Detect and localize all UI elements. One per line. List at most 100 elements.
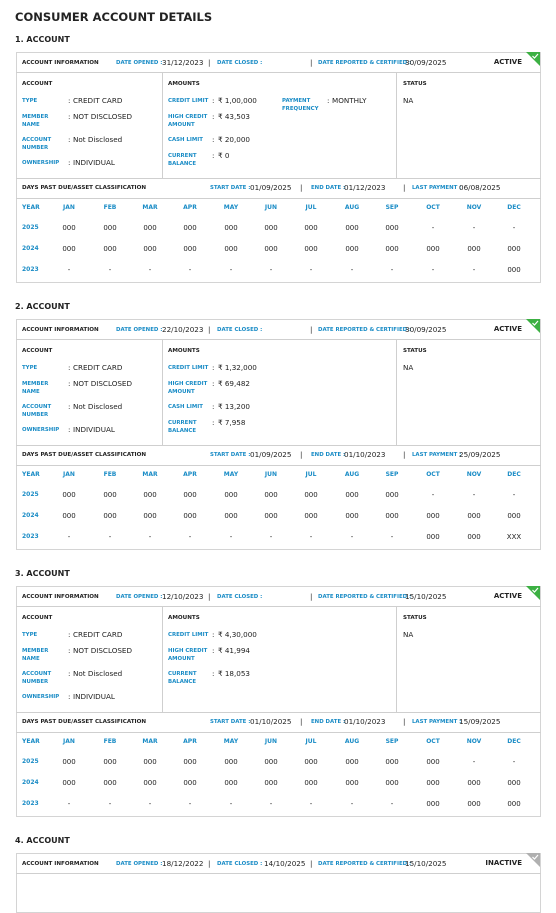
rule: [16, 712, 541, 713]
column-heading: STATUS: [403, 348, 427, 354]
history-cell: 000: [345, 779, 359, 787]
divider: |: [208, 859, 211, 868]
field-value: 22/10/2023: [162, 325, 204, 334]
field-label: START DATE :: [210, 719, 251, 725]
table-header: FEB: [103, 204, 117, 211]
history-cell: 000: [426, 758, 440, 766]
rule: [162, 339, 163, 445]
divider: |: [403, 717, 406, 726]
divider: |: [208, 325, 211, 334]
history-cell: -: [350, 266, 354, 274]
table-header: OCT: [426, 738, 440, 745]
field-label: DATE REPORTED & CERTIFIED :: [318, 327, 412, 333]
table-header: JUL: [305, 204, 317, 211]
field-value: 12/10/2023: [162, 592, 204, 601]
history-cell: 000: [224, 779, 238, 787]
history-cell: 000: [183, 512, 197, 520]
status-corner: [526, 853, 540, 867]
field-label: HIGH CREDIT AMOUNT: [168, 381, 208, 395]
field-label: DATE REPORTED & CERTIFIED :: [318, 594, 412, 600]
table-header: NOV: [466, 738, 482, 745]
history-cell: -: [512, 758, 516, 766]
history-cell: 000: [385, 512, 399, 520]
year-cell: 2023: [22, 533, 39, 540]
field-label: CREDIT LIMIT: [168, 98, 209, 104]
history-cell: -: [472, 224, 476, 232]
history-cell: -: [350, 533, 354, 541]
status-corner: [526, 52, 540, 66]
history-cell: 000: [264, 491, 278, 499]
year-cell: 2023: [22, 266, 39, 273]
rule: [162, 72, 163, 178]
column-heading: AMOUNTS: [168, 81, 200, 87]
separator: :: [212, 646, 215, 655]
history-cell: -: [390, 266, 394, 274]
separator: :: [68, 379, 71, 388]
table-header: DEC: [507, 738, 521, 745]
history-cell: -: [148, 533, 152, 541]
field-value: MONTHLY: [332, 96, 367, 105]
history-cell: 000: [264, 758, 278, 766]
divider: |: [208, 58, 211, 67]
separator: :: [68, 112, 71, 121]
rule: [16, 465, 541, 466]
field-value: 31/12/2023: [162, 58, 204, 67]
table-header: AUG: [344, 738, 360, 745]
history-cell: -: [309, 800, 313, 808]
field-label: LAST PAYMENT :: [412, 719, 462, 725]
history-cell: 000: [62, 245, 76, 253]
page: CONSUMER ACCOUNT DETAILS 1. ACCOUNT ACCOU…: [15, 10, 541, 913]
field-label: OWNERSHIP: [22, 694, 60, 700]
account-heading: 2. ACCOUNT: [15, 302, 70, 311]
rule: [162, 606, 163, 712]
separator: :: [68, 402, 71, 411]
table-header: YEAR: [22, 471, 40, 478]
table-header: NOV: [466, 204, 482, 211]
history-cell: 000: [507, 800, 521, 808]
history-cell: -: [229, 266, 233, 274]
field-label: DATE OPENED :: [116, 60, 163, 66]
field-value: INDIVIDUAL: [73, 425, 115, 434]
field-label: OWNERSHIP: [22, 160, 60, 166]
field-value: NOT DISCLOSED: [73, 379, 132, 388]
separator: :: [68, 158, 71, 167]
history-cell: 000: [103, 491, 117, 499]
rule: [16, 339, 541, 340]
table-header: MAR: [142, 204, 158, 211]
field-label: OWNERSHIP: [22, 427, 60, 433]
history-cell: 000: [143, 512, 157, 520]
history-cell: -: [472, 491, 476, 499]
field-label: LAST PAYMENT :: [412, 185, 462, 191]
field-value: 15/09/2025: [459, 717, 501, 726]
field-label: DATE CLOSED :: [217, 60, 263, 66]
history-cell: -: [309, 266, 313, 274]
separator: :: [68, 425, 71, 434]
table-header: AUG: [344, 471, 360, 478]
history-cell: 000: [385, 245, 399, 253]
field-value: ₹ 18,053: [218, 669, 251, 678]
history-cell: 000: [345, 512, 359, 520]
table-header: SEP: [385, 204, 399, 211]
separator: :: [68, 363, 71, 372]
history-cell: -: [188, 266, 192, 274]
history-cell: 000: [304, 779, 318, 787]
history-cell: 000: [345, 224, 359, 232]
divider: |: [310, 592, 313, 601]
history-cell: -: [472, 758, 476, 766]
field-label: CURRENT BALANCE: [168, 153, 197, 167]
history-cell: -: [67, 266, 71, 274]
history-cell: 000: [143, 224, 157, 232]
history-cell: 000: [507, 779, 521, 787]
section-label: ACCOUNT INFORMATION: [22, 60, 99, 66]
history-cell: -: [67, 800, 71, 808]
account-box: [16, 52, 541, 283]
status-corner: [526, 586, 540, 600]
rule: [396, 72, 397, 178]
history-cell: 000: [304, 224, 318, 232]
table-header: FEB: [103, 471, 117, 478]
separator: :: [212, 379, 215, 388]
divider: |: [310, 859, 313, 868]
history-cell: 000: [426, 512, 440, 520]
separator: :: [212, 112, 215, 121]
history-cell: 000: [467, 245, 481, 253]
